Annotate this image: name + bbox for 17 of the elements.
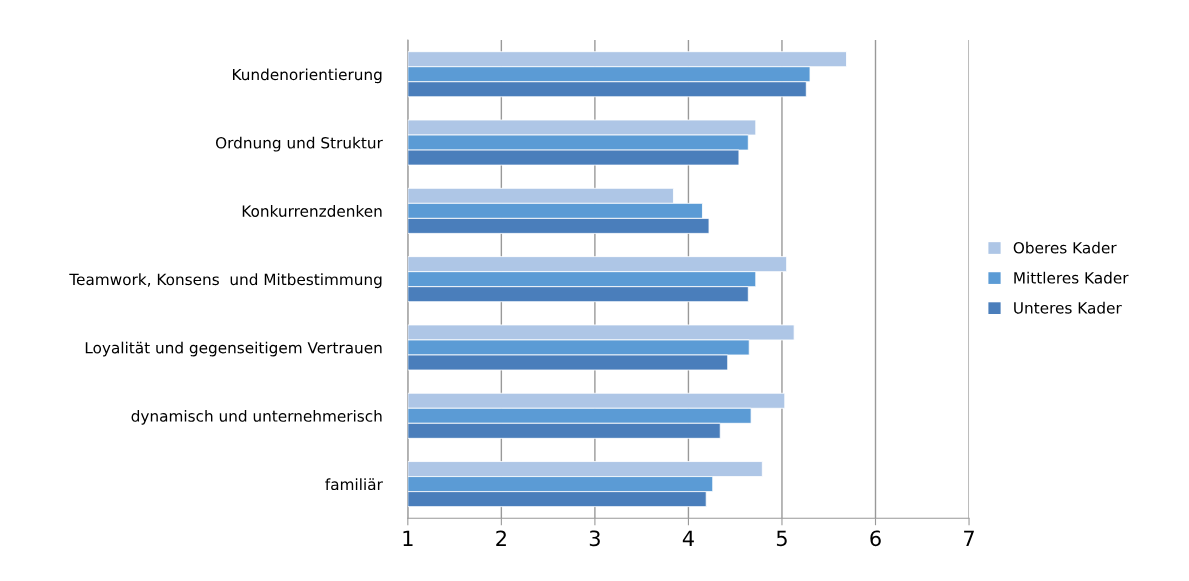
x-tick-label: 5	[776, 530, 787, 547]
x-tick-label: 6	[870, 530, 881, 547]
y-tick-label: Kundenorientierung	[232, 68, 382, 84]
y-tick-label: familiär	[325, 478, 383, 491]
legend-label: Oberes Kader	[1013, 241, 1117, 254]
legend-label: Mittleres Kader	[1014, 271, 1129, 284]
y-tick-label: dynamisch und unternehmerisch	[131, 409, 382, 425]
y-tick-label: Teamwork, Konsens und Mitbestimmung	[69, 273, 382, 289]
x-tick-label: 2	[496, 530, 506, 546]
legend-label: Unteres Kader	[1014, 301, 1122, 314]
x-tick-label: 3	[589, 530, 600, 547]
x-tick-label: 1	[403, 530, 413, 546]
y-tick-label: Ordnung und Struktur	[215, 136, 383, 152]
x-tick-label: 4	[682, 530, 694, 546]
x-tick-label: 7	[964, 530, 974, 546]
y-tick-label: Konkurrenzdenken	[242, 205, 382, 217]
y-tick-label: Loyalität und gegenseitigem Vertrauen	[85, 341, 382, 357]
